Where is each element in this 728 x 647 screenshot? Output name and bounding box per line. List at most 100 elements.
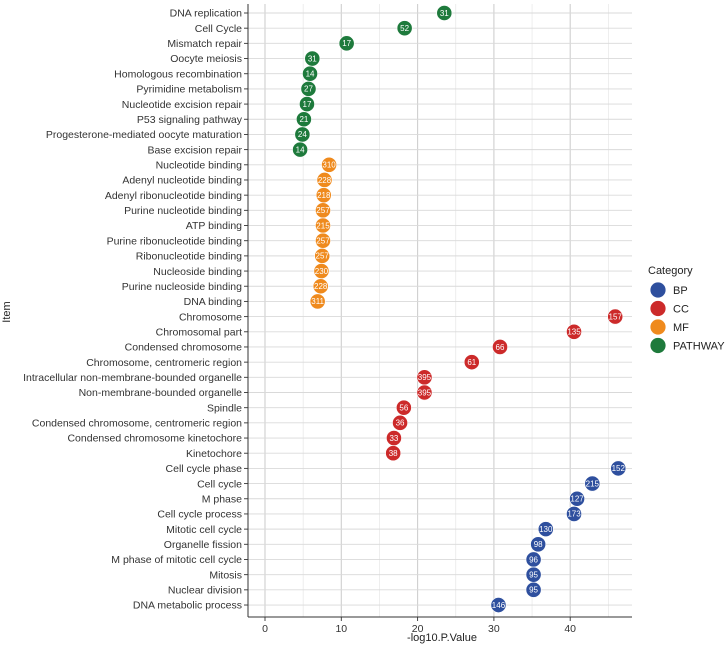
y-tick-label: Nucleoside binding bbox=[153, 266, 242, 278]
data-point: 127 bbox=[569, 490, 585, 507]
data-point: 56 bbox=[395, 399, 412, 416]
data-point: 257 bbox=[315, 202, 331, 219]
data-point-marker bbox=[566, 323, 582, 340]
y-tick-label: Chromosome, centromeric region bbox=[86, 357, 242, 369]
data-point-marker bbox=[584, 475, 601, 492]
legend-key bbox=[650, 300, 666, 317]
data-point-label: 52 bbox=[400, 24, 409, 33]
y-tick-label: Cell cycle phase bbox=[166, 463, 243, 475]
data-point-label: 36 bbox=[396, 419, 405, 428]
data-point-marker bbox=[436, 5, 453, 21]
data-point: 27 bbox=[300, 81, 317, 97]
data-point-label: 21 bbox=[299, 115, 308, 124]
data-point-marker bbox=[338, 35, 355, 52]
x-tick-label: 30 bbox=[488, 623, 500, 635]
x-axis: 0 10 20 30 40 bbox=[248, 616, 632, 635]
data-point-label: 395 bbox=[418, 373, 432, 382]
y-tick-label: Progesterone-mediated oocyte maturation bbox=[46, 129, 242, 141]
data-point: 98 bbox=[530, 536, 547, 553]
legend: Category BP CC MF PATHWAY bbox=[648, 265, 725, 354]
data-point: 395 bbox=[416, 369, 433, 386]
legend-label: MF bbox=[673, 322, 689, 334]
data-point-label: 96 bbox=[529, 555, 538, 564]
y-tick-label: Mitosis bbox=[209, 569, 242, 581]
y-tick-label: Chromosomal part bbox=[156, 326, 242, 338]
data-point: 14 bbox=[302, 65, 318, 82]
data-point: 17 bbox=[338, 35, 355, 52]
data-point-label: 95 bbox=[529, 586, 538, 595]
data-point-label: 95 bbox=[529, 570, 538, 579]
data-point-marker bbox=[294, 126, 311, 143]
data-point: 36 bbox=[392, 414, 408, 431]
data-point-label: 66 bbox=[496, 343, 505, 352]
data-point-label: 228 bbox=[314, 282, 328, 291]
y-tick-label: Cell Cycle bbox=[195, 23, 242, 35]
data-point-label: 257 bbox=[316, 206, 330, 215]
data-point-marker bbox=[607, 308, 624, 325]
y-tick-label: Homologous recombination bbox=[114, 68, 242, 80]
data-point: 14 bbox=[292, 141, 308, 158]
data-point-label: 14 bbox=[306, 70, 315, 79]
data-point: 218 bbox=[315, 187, 332, 204]
data-point-marker bbox=[537, 521, 554, 538]
legend-key bbox=[650, 319, 666, 335]
legend-entry: PATHWAY bbox=[650, 337, 725, 354]
y-tick-label: Purine ribonucleotide binding bbox=[107, 235, 243, 247]
data-point-label: 31 bbox=[440, 9, 449, 18]
y-tick-label: M phase bbox=[202, 493, 242, 505]
x-tick-label: 10 bbox=[335, 623, 347, 635]
y-tick-label: Organelle fission bbox=[164, 539, 242, 551]
data-point-marker bbox=[569, 490, 585, 507]
y-tick-label: Mitotic cell cycle bbox=[166, 524, 242, 536]
data-point-marker bbox=[416, 384, 433, 401]
legend-title: Category bbox=[648, 265, 693, 277]
data-point-label: 152 bbox=[612, 464, 626, 473]
data-point-label: 61 bbox=[467, 358, 476, 367]
x-tick-label: 40 bbox=[564, 623, 576, 635]
data-point: 95 bbox=[525, 581, 542, 598]
data-point-label: 310 bbox=[322, 161, 336, 170]
data-point: 52 bbox=[396, 20, 413, 37]
data-point-label: 33 bbox=[389, 434, 398, 443]
legend-key bbox=[650, 337, 666, 354]
data-point: 215 bbox=[315, 217, 331, 234]
data-point-label: 257 bbox=[316, 237, 330, 246]
data-point-marker bbox=[309, 293, 326, 310]
y-tick-label: DNA binding bbox=[184, 296, 243, 308]
y-tick-label: Ribonucleotide binding bbox=[136, 251, 242, 263]
data-point: 173 bbox=[566, 506, 582, 522]
data-point: 228 bbox=[312, 278, 329, 295]
data-point-label: 24 bbox=[298, 130, 307, 139]
data-point: 395 bbox=[416, 384, 433, 401]
data-point: 66 bbox=[492, 339, 508, 355]
y-tick-label: ATP binding bbox=[186, 220, 242, 232]
data-point-label: 173 bbox=[567, 510, 581, 519]
y-tick-label: Condensed chromosome kinetochore bbox=[67, 433, 242, 445]
data-point: 135 bbox=[566, 323, 582, 340]
y-tick-label: Pyrimidine metabolism bbox=[136, 84, 242, 96]
data-point-marker bbox=[304, 50, 321, 67]
data-point-marker bbox=[312, 278, 329, 295]
data-point: 61 bbox=[463, 354, 480, 371]
data-point: 38 bbox=[385, 445, 402, 462]
legend-label: PATHWAY bbox=[673, 341, 725, 353]
data-point-label: 230 bbox=[315, 267, 329, 276]
data-point: 146 bbox=[490, 597, 507, 613]
data-point-marker bbox=[395, 399, 412, 416]
x-tick-label: 0 bbox=[262, 623, 268, 635]
data-point-marker bbox=[463, 354, 480, 371]
y-tick-label: Base excision repair bbox=[147, 144, 242, 156]
data-point-label: 31 bbox=[308, 54, 317, 63]
data-point-marker bbox=[292, 141, 308, 158]
data-point-label: 27 bbox=[304, 85, 313, 94]
y-tick-label: Mismatch repair bbox=[167, 38, 242, 50]
data-point: 17 bbox=[299, 96, 315, 112]
legend-label: BP bbox=[673, 285, 688, 297]
data-point-label: 56 bbox=[399, 403, 408, 412]
data-point-label: 38 bbox=[389, 449, 398, 458]
data-point: 228 bbox=[316, 172, 333, 188]
data-point-label: 17 bbox=[303, 100, 312, 109]
data-point: 310 bbox=[321, 156, 337, 173]
y-tick-label: DNA metabolic process bbox=[133, 600, 242, 612]
x-axis-title: -log10.P.Value bbox=[407, 632, 477, 644]
